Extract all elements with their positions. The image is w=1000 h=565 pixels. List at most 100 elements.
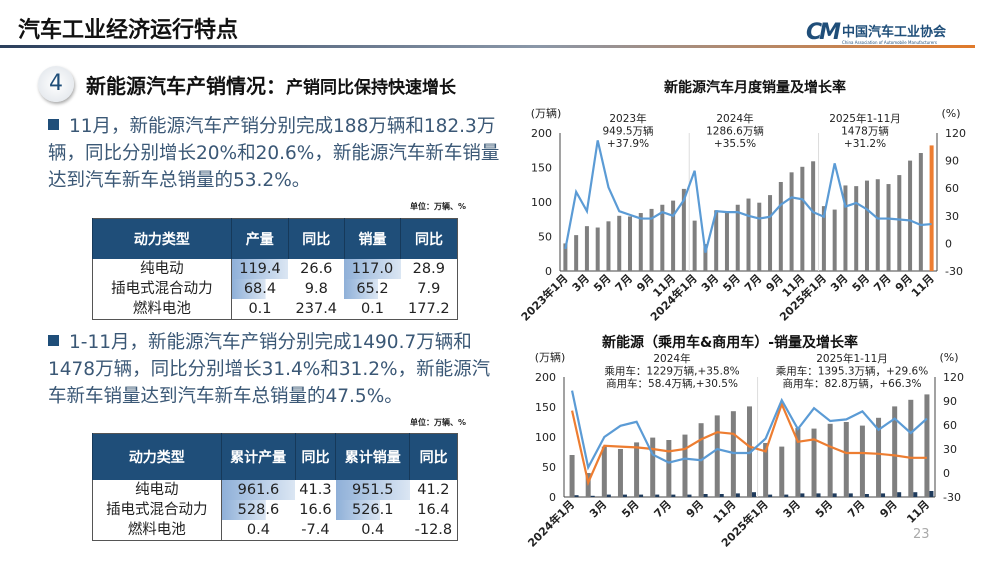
table-cell: 951.5 [335, 480, 410, 500]
bar-commercial [800, 493, 805, 497]
table-header-cell: 同比 [409, 433, 458, 480]
bar-commercial [784, 494, 789, 497]
bar [854, 186, 859, 271]
bar [746, 198, 751, 271]
bar [757, 202, 762, 271]
y-tick-left: 50 [542, 461, 556, 474]
chart-annotation: 949.5万辆 [602, 125, 653, 138]
y-tick-right: 90 [943, 395, 957, 408]
chart-annotation: 1478万辆 [841, 125, 889, 138]
chart-annotation: +31.2% [844, 138, 886, 150]
table-cell: 528.6 [220, 500, 296, 520]
chart-annotation: 2023年 [609, 112, 646, 125]
table-header-cell: 销量 [343, 218, 401, 259]
x-tick-label: 9月 [877, 498, 899, 520]
x-tick-label: 2023年1月 [518, 271, 571, 324]
table-cell: 28.9 [412, 261, 445, 277]
table-header-cell: 产量 [230, 218, 289, 259]
table-cell: 插电式混合动力 [106, 502, 208, 518]
bar-commercial [639, 494, 644, 497]
table-cell: 65.2 [344, 279, 401, 299]
bar [666, 440, 672, 497]
y-tick-left: 200 [531, 127, 552, 140]
table-header-cell: 累计销量 [335, 433, 410, 480]
table-cell: 0.4 [361, 522, 385, 538]
bar [584, 226, 589, 271]
section-title: 新能源汽车产销情况： [86, 74, 286, 98]
bar [811, 428, 817, 497]
bullet-icon [48, 119, 59, 130]
table1-unit: 单位：万辆、% [410, 202, 467, 211]
chart-annotation: 2025年1-11月 [829, 112, 901, 125]
chart-annotation: 商用车：82.8万辆，+66.3% [782, 377, 921, 390]
y-tick-right: 120 [945, 127, 966, 140]
bar [886, 184, 891, 271]
bar [832, 209, 837, 271]
y-axis-left-label: (万辆) [535, 350, 566, 364]
y-tick-right: 30 [945, 210, 959, 223]
table-cell: 16.4 [417, 502, 450, 518]
bar [876, 417, 882, 497]
x-tick-label: 7月 [742, 272, 764, 294]
table-cell: 燃料电池 [127, 522, 186, 538]
table-row: 插电式混合动力 68.4 9.8 65.2 7.9 [93, 279, 458, 299]
section-number: 4 [38, 66, 74, 102]
x-tick-label: 7月 [652, 498, 674, 520]
bar-commercial [768, 494, 773, 497]
bar [800, 166, 805, 271]
commercial-growth-line [570, 390, 928, 471]
bar-commercial [606, 494, 611, 497]
bar [843, 185, 848, 271]
y-tick-right: 0 [943, 467, 950, 480]
bar-commercial [816, 493, 821, 497]
table-row: 纯电动 961.6 41.3 951.5 41.2 [93, 480, 458, 500]
y-tick-left: 0 [545, 265, 552, 278]
bar [595, 227, 600, 271]
table-header-cell: 累计产量 [220, 433, 296, 480]
y-tick-left: 150 [531, 162, 552, 175]
bar [574, 235, 579, 271]
chart-annotation: 1286.6万辆 [706, 125, 764, 138]
logo-text: 中国汽车工业协会 [842, 24, 947, 40]
table-cell: 9.8 [304, 281, 328, 297]
bar [714, 210, 719, 271]
table-november: 动力类型 产量 同比 销量 同比 纯电动 119.4 26.6 117.0 28.9 插电式混合动力… [92, 218, 458, 320]
bar-commercial [832, 493, 837, 497]
bar [601, 446, 607, 497]
table-cell: 68.4 [230, 279, 289, 299]
table-cell: -12.8 [414, 522, 453, 538]
x-tick-label: 5月 [813, 498, 835, 520]
bar [892, 406, 898, 497]
table-header-cell: 动力类型 [92, 433, 222, 480]
chart-annotation: +35.5% [714, 138, 756, 150]
y-tick-right: -30 [943, 491, 961, 504]
table-cell: 燃料电池 [132, 301, 191, 317]
bullet-november: 11月，新能源汽车产销分别完成188万辆和182.3万辆，同比分别增长20%和2… [48, 113, 508, 194]
bar [606, 221, 611, 271]
bar [875, 179, 880, 271]
passenger-growth-line [570, 401, 927, 487]
bullet-icon [48, 335, 59, 346]
bar-commercial [735, 493, 740, 497]
bar [859, 425, 865, 497]
logo: CM 中国汽车工业协会 China Association of Automob… [806, 20, 946, 45]
bar [821, 206, 826, 271]
table-cell: 16.6 [299, 502, 332, 518]
table-row: 纯电动 119.4 26.6 117.0 28.9 [93, 259, 458, 279]
bar [628, 216, 633, 271]
bar-commercial [752, 492, 756, 497]
x-tick-label: 7月 [845, 498, 867, 520]
table-cell: 0.4 [220, 520, 296, 541]
table-cell: 237.4 [295, 301, 338, 317]
bar [897, 175, 902, 271]
x-tick-label: 3月 [587, 498, 609, 520]
table2-unit: 单位：万辆、% [410, 418, 467, 427]
bar [703, 244, 708, 271]
x-tick-label: 11月 [909, 272, 937, 300]
x-tick-label: 11月 [711, 498, 739, 526]
bar-commercial [687, 494, 692, 497]
bar [563, 243, 568, 271]
table-cell: 0.1 [230, 299, 289, 320]
bar-commercial [590, 495, 595, 497]
section-heading: 新能源汽车产销情况：产销同比保持快速增长 [86, 70, 456, 99]
